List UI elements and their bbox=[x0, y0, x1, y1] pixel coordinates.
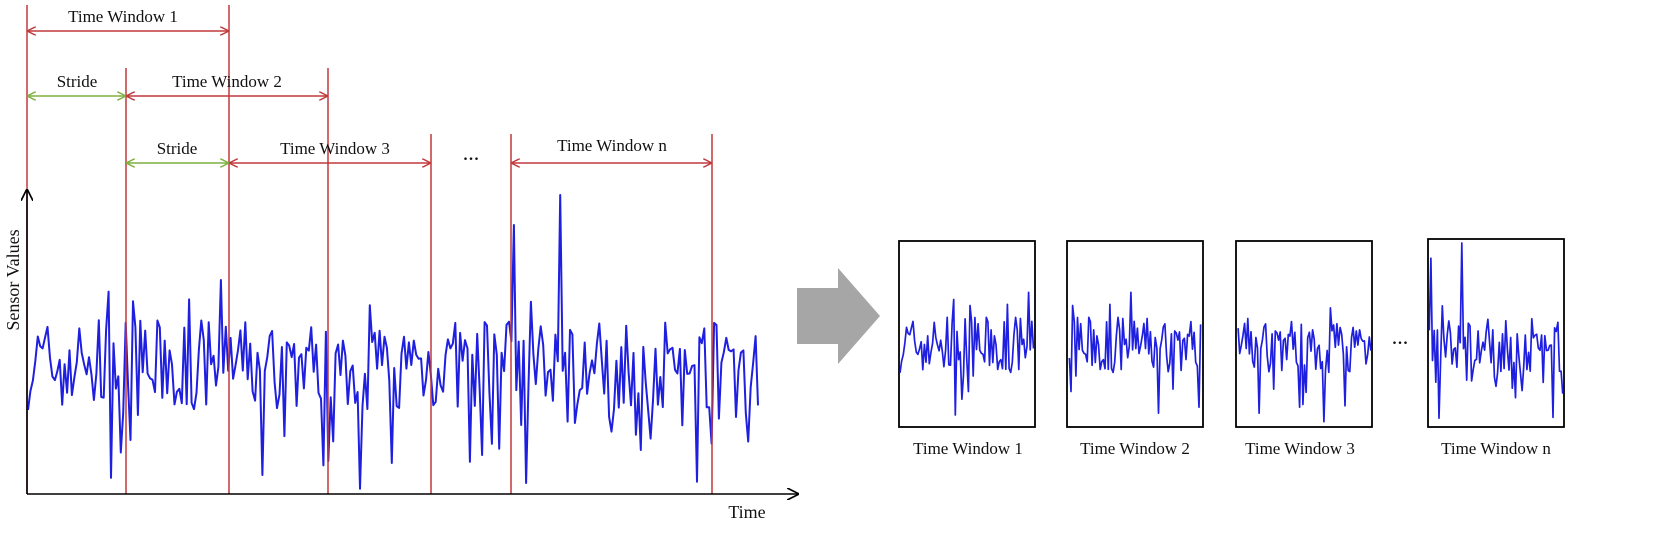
thumbnail-3: Time Window 3 bbox=[1235, 240, 1373, 458]
window-n-label: Time Window n bbox=[557, 136, 667, 155]
window-1-label: Time Window 1 bbox=[68, 7, 178, 26]
thumbnail-frame bbox=[1427, 238, 1565, 428]
stride-2-label: Stride bbox=[157, 139, 198, 158]
y-axis-label: Sensor Values bbox=[3, 229, 23, 330]
thumbnail-1: Time Window 1 bbox=[898, 240, 1036, 458]
thumbnail-caption: Time Window n bbox=[1441, 439, 1551, 458]
stride-1-label: Stride bbox=[57, 72, 98, 91]
x-axis-label: Time bbox=[728, 502, 765, 522]
thumbnail-caption: Time Window 2 bbox=[1080, 439, 1190, 458]
thumbnail-caption: Time Window 3 bbox=[1245, 439, 1355, 458]
window-2-label: Time Window 2 bbox=[172, 72, 282, 91]
sensor-signal-line bbox=[27, 194, 759, 490]
thumbnail-signal-line bbox=[1237, 307, 1372, 423]
transform-arrow-icon bbox=[797, 268, 880, 364]
thumbnail-signal-line bbox=[1428, 242, 1564, 420]
thumbnail-signal-line bbox=[899, 291, 1035, 416]
thumbnail-frame bbox=[1066, 240, 1204, 428]
ellipsis-top: ... bbox=[463, 140, 480, 165]
thumbnail-frame bbox=[898, 240, 1036, 428]
thumbnail-2: Time Window 2 bbox=[1066, 240, 1204, 458]
thumbnail-frame bbox=[1235, 240, 1373, 428]
window-3-label: Time Window 3 bbox=[280, 139, 390, 158]
thumbnail-signal-line bbox=[1068, 291, 1202, 415]
thumbnail-caption: Time Window 1 bbox=[913, 439, 1023, 458]
thumbnail-n: Time Window n bbox=[1427, 238, 1565, 458]
ellipsis-thumbnails: ... bbox=[1392, 324, 1409, 349]
